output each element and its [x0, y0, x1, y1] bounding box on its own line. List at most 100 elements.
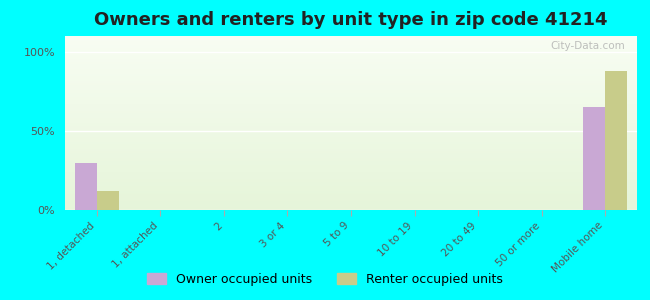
Bar	[605, 71, 627, 210]
Bar	[65, 163, 637, 165]
Bar	[65, 135, 637, 137]
Bar	[65, 128, 637, 130]
Bar	[65, 132, 637, 134]
Bar	[65, 100, 637, 102]
Bar	[65, 104, 637, 106]
Bar	[65, 66, 637, 67]
Bar	[65, 90, 637, 92]
Text: City-Data.com: City-Data.com	[551, 41, 625, 51]
Bar	[65, 92, 637, 93]
Bar	[65, 60, 637, 62]
Bar	[65, 193, 637, 194]
Bar	[65, 158, 637, 160]
Bar	[65, 80, 637, 81]
Bar	[65, 40, 637, 41]
Bar	[65, 156, 637, 158]
Bar	[65, 173, 637, 175]
Bar	[65, 111, 637, 112]
Bar	[65, 102, 637, 104]
Bar	[65, 170, 637, 172]
Bar	[65, 200, 637, 201]
Bar	[65, 140, 637, 142]
Bar	[65, 38, 637, 40]
Bar	[65, 134, 637, 135]
Bar	[65, 206, 637, 208]
Bar	[65, 67, 637, 69]
Bar	[65, 177, 637, 179]
Bar	[65, 179, 637, 180]
Bar	[65, 36, 637, 38]
Bar	[65, 64, 637, 66]
Bar	[65, 182, 637, 184]
Bar	[65, 188, 637, 189]
Bar	[65, 153, 637, 154]
Bar	[65, 130, 637, 132]
Bar	[65, 116, 637, 118]
Bar	[65, 118, 637, 119]
Bar	[65, 69, 637, 71]
Bar	[65, 191, 637, 193]
Bar	[65, 160, 637, 161]
Bar	[65, 137, 637, 139]
Bar	[65, 147, 637, 149]
Bar	[65, 52, 637, 53]
Bar	[65, 172, 637, 173]
Bar	[65, 97, 637, 99]
Bar	[65, 196, 637, 198]
Bar	[65, 58, 637, 60]
Bar	[65, 50, 637, 52]
Legend: Owner occupied units, Renter occupied units: Owner occupied units, Renter occupied un…	[142, 268, 508, 291]
Bar	[65, 73, 637, 74]
Bar	[65, 186, 637, 188]
Bar	[65, 43, 637, 45]
Bar	[65, 146, 637, 147]
Bar	[65, 109, 637, 111]
Bar	[65, 48, 637, 50]
Bar	[65, 55, 637, 57]
Bar	[65, 86, 637, 88]
Bar	[65, 114, 637, 116]
Bar	[97, 191, 119, 210]
Bar	[65, 203, 637, 205]
Bar	[65, 167, 637, 168]
Bar	[65, 151, 637, 153]
Bar	[65, 125, 637, 127]
Bar	[65, 149, 637, 151]
Bar	[65, 88, 637, 90]
Bar	[65, 161, 637, 163]
Bar	[65, 123, 637, 125]
Bar	[65, 45, 637, 46]
Bar	[65, 194, 637, 196]
Bar	[65, 201, 637, 203]
Bar	[583, 107, 605, 210]
Bar	[65, 165, 637, 167]
Bar	[65, 99, 637, 100]
Bar	[75, 163, 97, 210]
Bar	[65, 184, 637, 186]
Bar	[65, 189, 637, 191]
Bar	[65, 205, 637, 206]
Bar	[65, 46, 637, 48]
Bar	[65, 85, 637, 86]
Bar	[65, 168, 637, 170]
Bar	[65, 93, 637, 95]
Bar	[65, 57, 637, 58]
Title: Owners and renters by unit type in zip code 41214: Owners and renters by unit type in zip c…	[94, 11, 608, 29]
Bar	[65, 139, 637, 140]
Bar	[65, 95, 637, 97]
Bar	[65, 175, 637, 177]
Bar	[65, 154, 637, 156]
Bar	[65, 144, 637, 146]
Bar	[65, 112, 637, 114]
Bar	[65, 208, 637, 210]
Bar	[65, 106, 637, 107]
Bar	[65, 127, 637, 128]
Bar	[65, 119, 637, 121]
Bar	[65, 41, 637, 43]
Bar	[65, 198, 637, 200]
Bar	[65, 62, 637, 64]
Bar	[65, 74, 637, 76]
Bar	[65, 53, 637, 55]
Bar	[65, 121, 637, 123]
Bar	[65, 107, 637, 109]
